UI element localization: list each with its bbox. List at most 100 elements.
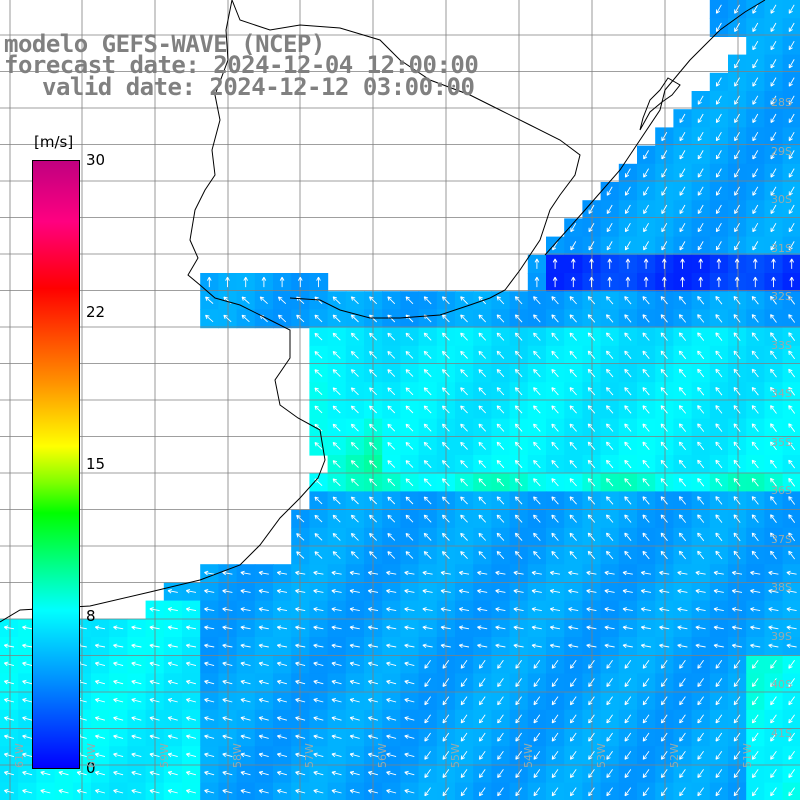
longitude-label: 61W bbox=[13, 743, 26, 768]
wind-arrow bbox=[149, 661, 160, 667]
wind-arrow bbox=[587, 550, 596, 560]
wind-arrow bbox=[460, 696, 468, 706]
wind-arrow bbox=[642, 514, 650, 523]
wind-arrow bbox=[424, 659, 431, 669]
wind-arrow bbox=[677, 588, 688, 594]
wind-arrow bbox=[22, 698, 33, 703]
wind-arrow bbox=[279, 276, 285, 288]
wind-arrow bbox=[295, 734, 306, 739]
wind-arrow bbox=[222, 643, 233, 649]
wind-arrow bbox=[697, 204, 704, 214]
wind-arrow bbox=[276, 752, 288, 758]
wind-arrow bbox=[751, 405, 759, 414]
wind-arrow bbox=[788, 113, 795, 123]
wind-arrow bbox=[422, 607, 433, 612]
wind-arrow bbox=[131, 679, 142, 685]
wind-arrow bbox=[587, 314, 596, 323]
wind-arrow bbox=[586, 643, 597, 649]
wind-arrow bbox=[642, 659, 650, 669]
wind-arrow bbox=[514, 423, 523, 432]
wind-arrow bbox=[332, 423, 341, 432]
wind-arrow bbox=[149, 643, 160, 649]
longitude-label: 59W bbox=[158, 743, 171, 768]
wind-arrow bbox=[441, 496, 450, 505]
wind-arrow bbox=[606, 678, 613, 688]
wind-arrow bbox=[131, 698, 142, 703]
wind-arrow bbox=[770, 241, 777, 251]
wind-arrow bbox=[332, 387, 341, 396]
wind-arrow bbox=[733, 769, 741, 779]
latitude-label: 38S bbox=[771, 581, 792, 594]
wind-arrow bbox=[350, 350, 359, 359]
wind-arrow bbox=[131, 625, 142, 630]
wind-arrow bbox=[423, 460, 432, 469]
wind-arrow bbox=[569, 678, 577, 688]
title-valid-date: valid date: 2024-12-12 03:00:00 bbox=[42, 73, 475, 101]
wind-arrow bbox=[605, 441, 614, 450]
wind-arrow bbox=[788, 732, 795, 742]
wind-arrow bbox=[515, 714, 522, 724]
wind-arrow bbox=[404, 588, 415, 594]
wind-arrow bbox=[624, 387, 632, 396]
wind-arrow bbox=[605, 532, 614, 541]
wind-arrow bbox=[331, 734, 342, 739]
wind-arrow bbox=[642, 350, 650, 359]
wind-arrow bbox=[642, 769, 650, 779]
wind-arrow bbox=[331, 643, 342, 649]
wind-arrow bbox=[788, 314, 796, 323]
wind-arrow bbox=[752, 95, 759, 105]
wind-arrow bbox=[185, 607, 197, 612]
wind-arrow bbox=[734, 150, 740, 160]
wind-arrow bbox=[571, 276, 576, 288]
wind-arrow bbox=[149, 679, 160, 685]
wind-arrow bbox=[549, 607, 561, 612]
wind-arrow bbox=[788, 350, 796, 360]
wind-arrow bbox=[752, 22, 759, 32]
wind-arrow bbox=[771, 276, 776, 288]
wind-arrow bbox=[552, 258, 558, 269]
wind-speed-cell bbox=[273, 782, 292, 800]
wind-arrow bbox=[624, 168, 631, 178]
wind-arrow bbox=[349, 607, 360, 612]
wind-arrow bbox=[697, 95, 704, 105]
wind-arrow bbox=[605, 296, 614, 305]
wind-arrow bbox=[387, 350, 396, 359]
wind-arrow bbox=[314, 442, 323, 450]
wind-arrow bbox=[496, 296, 505, 305]
wind-arrow bbox=[386, 734, 397, 739]
wind-arrow bbox=[624, 186, 631, 196]
wind-arrow bbox=[405, 296, 414, 305]
wind-arrow bbox=[167, 643, 178, 649]
title-model: modelo GEFS-WAVE (NCEP) bbox=[4, 30, 325, 58]
wind-arrow bbox=[149, 716, 160, 721]
wind-arrow bbox=[770, 222, 777, 233]
wind-arrow bbox=[625, 276, 631, 288]
wind-arrow bbox=[405, 514, 414, 523]
wind-arrow bbox=[733, 314, 741, 323]
wind-arrow bbox=[568, 625, 579, 630]
wind-arrow bbox=[568, 588, 579, 594]
wind-arrow bbox=[440, 643, 451, 649]
wind-arrow bbox=[295, 607, 306, 612]
wind-arrow bbox=[205, 314, 214, 323]
wind-arrow bbox=[332, 514, 341, 523]
wind-arrow bbox=[441, 350, 450, 359]
wind-speed-cell bbox=[782, 309, 800, 329]
wind-arrow bbox=[715, 22, 722, 32]
wind-arrow bbox=[240, 661, 251, 667]
wind-arrow bbox=[460, 460, 468, 469]
wind-arrow bbox=[734, 59, 740, 69]
wind-arrow bbox=[569, 714, 577, 724]
wind-arrow bbox=[477, 625, 488, 630]
wind-arrow bbox=[587, 441, 596, 450]
wind-arrow bbox=[678, 295, 687, 305]
wind-arrow bbox=[314, 496, 323, 505]
wind-arrow bbox=[715, 423, 723, 432]
wind-arrow bbox=[588, 204, 595, 214]
wind-arrow bbox=[715, 4, 722, 14]
wind-arrow bbox=[205, 296, 214, 304]
wind-arrow bbox=[460, 732, 468, 742]
wind-arrow bbox=[624, 532, 632, 541]
wind-arrow bbox=[569, 696, 577, 706]
